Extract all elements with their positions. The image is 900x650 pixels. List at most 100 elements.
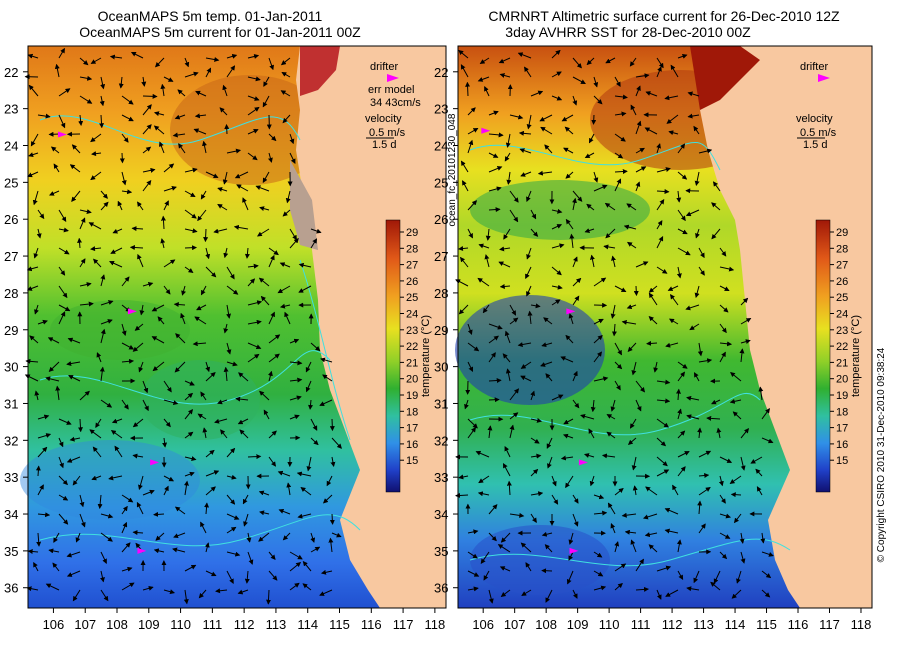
current-vector (205, 247, 211, 260)
current-vector (134, 323, 144, 331)
current-vector (656, 565, 672, 572)
right-drifter-label: drifter (800, 61, 828, 73)
left-colorbar-ticks: 29 28 27 26 25 24 23 22 21 20 19 18 17 16 15 (400, 227, 418, 467)
current-vector (584, 453, 595, 458)
current-vector (610, 399, 616, 412)
current-vector (263, 409, 270, 420)
current-vector (305, 380, 312, 393)
current-vector (163, 285, 171, 295)
current-vector (163, 418, 171, 428)
current-vector (719, 266, 735, 272)
current-vector (58, 227, 69, 233)
current-vector (750, 456, 763, 464)
current-vector (268, 353, 280, 363)
current-vector (322, 494, 333, 504)
current-vector (129, 245, 144, 251)
current-vector (572, 494, 579, 504)
current-vector (645, 486, 658, 496)
current-vector (539, 114, 553, 122)
current-vector (675, 388, 681, 401)
current-vector (100, 76, 106, 90)
current-vector (467, 107, 476, 116)
current-vector (247, 54, 260, 59)
lat-tick-label: 26 (4, 212, 18, 227)
current-vector (205, 57, 220, 62)
current-vector (464, 399, 469, 410)
current-vector (614, 541, 620, 553)
current-vector (69, 164, 81, 173)
current-vector (698, 523, 706, 534)
current-vector (664, 95, 679, 101)
current-vector (142, 93, 158, 99)
current-vector (656, 66, 662, 78)
current-vector (88, 222, 102, 230)
current-vector (676, 539, 682, 553)
current-vector (298, 262, 312, 268)
current-vector (100, 274, 106, 287)
current-vector (611, 255, 616, 268)
current-vector (79, 390, 90, 401)
current-vector (544, 544, 553, 553)
current-vector (184, 392, 194, 401)
lat-tick-label: 24 (4, 139, 18, 154)
current-vector (698, 358, 713, 364)
current-vector (226, 266, 235, 280)
current-vector (247, 152, 258, 161)
current-vector (100, 589, 109, 602)
right-lon-ticks: 106 107 108 109 110 111 112 113 114 115 116 117 118 (472, 608, 871, 632)
lat-tick-label: 34 (434, 507, 448, 522)
current-vector (184, 57, 190, 68)
current-vector (719, 247, 727, 257)
current-vector (262, 95, 270, 108)
current-vector (217, 203, 228, 211)
current-vector (530, 90, 544, 97)
current-vector (698, 247, 705, 259)
current-vector (467, 418, 478, 429)
current-vector (26, 586, 39, 592)
colorbar-tick-label: 24 (406, 309, 418, 321)
current-vector (302, 560, 312, 572)
current-vector (606, 414, 616, 420)
left-land (296, 46, 446, 608)
current-vector (289, 377, 303, 383)
current-vector (277, 285, 291, 294)
current-vector (517, 342, 532, 348)
current-vector (278, 508, 291, 515)
current-vector (71, 144, 81, 154)
current-vector (488, 207, 501, 213)
current-vector (326, 475, 333, 487)
current-vector (97, 494, 103, 510)
current-vector (756, 486, 763, 496)
current-vector (629, 57, 637, 67)
current-vector (504, 445, 511, 458)
current-vector (740, 456, 746, 471)
current-vector (279, 303, 291, 309)
lat-tick-label: 35 (434, 544, 448, 559)
current-vector (308, 399, 313, 410)
right-cloud-noise-patch (455, 295, 605, 405)
current-vector (77, 418, 83, 433)
current-vector (320, 569, 333, 575)
current-vector (635, 399, 642, 412)
current-vector (593, 570, 604, 577)
current-vector (289, 228, 297, 241)
lon-tick-label: 118 (425, 617, 446, 632)
current-vector (730, 492, 742, 498)
current-vector (58, 456, 64, 469)
current-vector (180, 312, 186, 325)
current-vector (132, 342, 144, 352)
current-vector (521, 589, 532, 596)
current-vector (58, 209, 67, 223)
current-vector (226, 526, 237, 534)
current-vector (572, 190, 583, 202)
current-vector (177, 89, 186, 97)
lon-tick-label: 113 (266, 617, 287, 632)
current-vector (226, 285, 239, 295)
lon-tick-label: 113 (693, 617, 714, 632)
current-vector (719, 513, 731, 519)
current-vector (643, 513, 658, 520)
current-vector (289, 237, 299, 249)
current-vector (732, 411, 742, 420)
current-vector (482, 304, 490, 314)
current-vector (611, 323, 617, 337)
